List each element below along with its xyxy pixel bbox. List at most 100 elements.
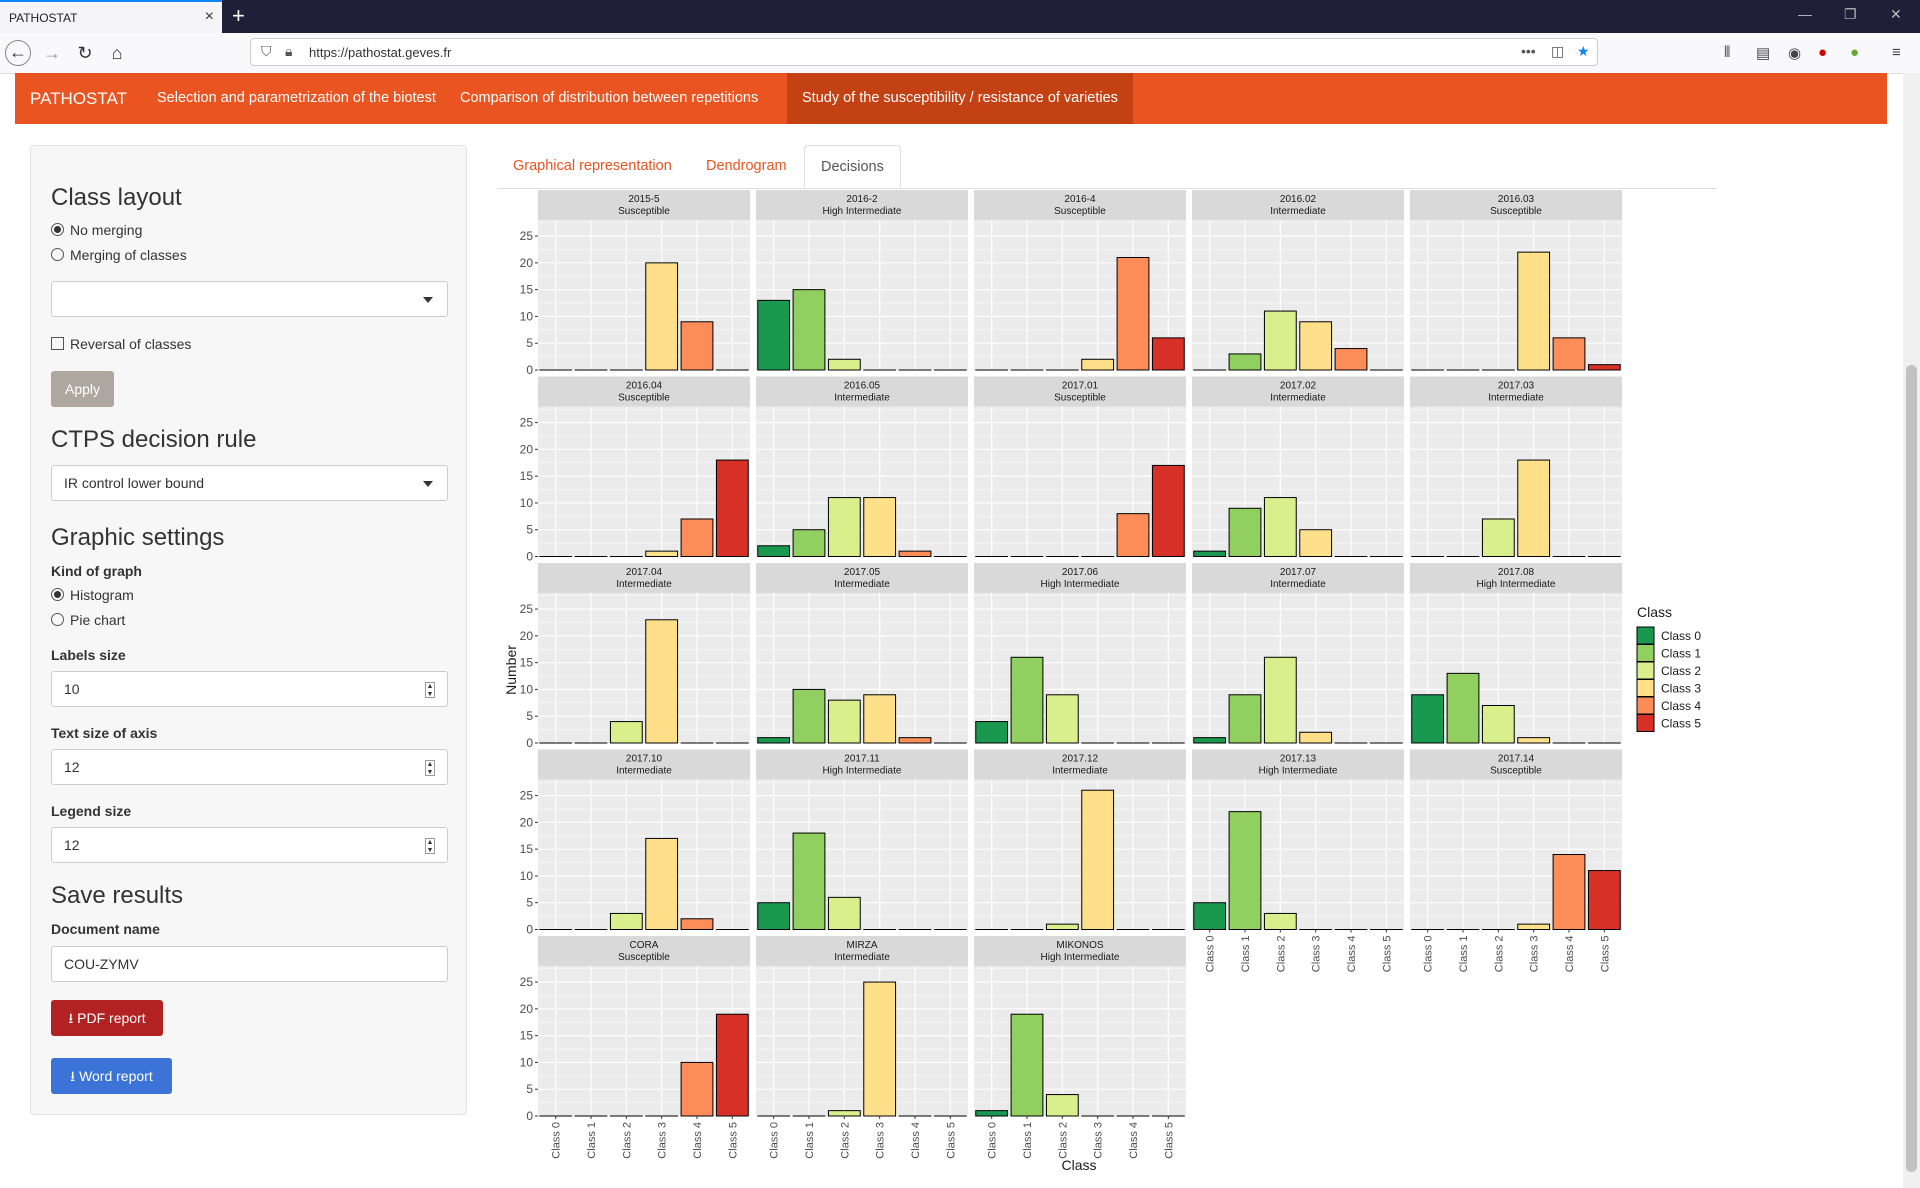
x-tick-label: Class 5 bbox=[1599, 936, 1611, 973]
stepper-icon[interactable]: ▲ ▼ bbox=[425, 682, 435, 698]
reload-icon[interactable]: ↻ bbox=[77, 43, 93, 63]
checkbox-icon[interactable] bbox=[51, 337, 64, 350]
y-tick-label: 5 bbox=[526, 896, 533, 910]
histogram-radio[interactable]: Histogram bbox=[51, 587, 134, 603]
facet-decision: Intermediate bbox=[1488, 393, 1544, 404]
panel-background bbox=[756, 220, 968, 370]
y-tick-label: 20 bbox=[520, 629, 534, 643]
pocket-icon[interactable]: ◫ bbox=[1551, 43, 1565, 59]
nav-study[interactable]: Study of the susceptibility / resistance… bbox=[787, 73, 1133, 124]
facet-title: 2017.05 bbox=[844, 567, 881, 578]
bar bbox=[975, 1110, 1009, 1117]
legend-label: Class 4 bbox=[1661, 699, 1701, 713]
panel-background bbox=[974, 406, 1186, 557]
x-tick-label: Class 3 bbox=[1529, 936, 1541, 973]
merging-radio[interactable]: Merging of classes bbox=[51, 247, 187, 263]
tab-dendrogram[interactable]: Dendrogram bbox=[706, 158, 787, 174]
document-name-input[interactable]: COU-ZYMV bbox=[51, 946, 448, 982]
stepper-icon[interactable]: ▲ ▼ bbox=[425, 838, 435, 854]
ctps-select[interactable]: IR control lower bound bbox=[51, 465, 448, 501]
nav-comparison[interactable]: Comparison of distribution between repet… bbox=[460, 90, 759, 106]
legend-label: Class 3 bbox=[1661, 682, 1701, 696]
more-icon[interactable]: ••• bbox=[1521, 43, 1536, 59]
word-report-button[interactable]: ⭳ Word report bbox=[51, 1058, 172, 1094]
radio-selected-icon[interactable] bbox=[51, 223, 64, 236]
bar bbox=[1552, 337, 1586, 371]
bookmark-star-icon[interactable]: ★ bbox=[1577, 43, 1590, 59]
close-tab-icon[interactable]: × bbox=[204, 8, 214, 25]
bar bbox=[975, 721, 1009, 744]
new-tab-icon[interactable]: + bbox=[232, 3, 245, 28]
stepper-icon[interactable]: ▲ ▼ bbox=[425, 760, 435, 776]
minimize-icon[interactable]: — bbox=[1798, 6, 1812, 22]
facet-decision: Susceptible bbox=[618, 952, 670, 963]
bar bbox=[1517, 251, 1551, 371]
y-tick-label: 0 bbox=[526, 736, 533, 750]
bar bbox=[898, 550, 932, 557]
y-tick-label: 20 bbox=[520, 815, 534, 829]
panel-background bbox=[538, 593, 750, 743]
library-icon[interactable]: ⫴ bbox=[1724, 44, 1731, 61]
pdf-report-button[interactable]: ⭳ PDF report bbox=[51, 1000, 163, 1036]
y-tick-label: 15 bbox=[520, 469, 534, 483]
forward-icon[interactable]: → bbox=[43, 43, 61, 63]
class-layout-title: Class layout bbox=[51, 184, 182, 211]
window-close-icon[interactable]: ✕ bbox=[1890, 6, 1902, 22]
tab-graphical-representation[interactable]: Graphical representation bbox=[513, 158, 672, 174]
facet-decision: High Intermediate bbox=[823, 206, 902, 217]
panel-background bbox=[538, 779, 750, 930]
shield-icon: ⛉ bbox=[261, 43, 272, 59]
app-brand[interactable]: PATHOSTAT bbox=[30, 89, 127, 108]
bar bbox=[863, 694, 897, 744]
x-tick-label: Class 5 bbox=[945, 1122, 957, 1159]
url-bar[interactable]: ⛉ 🔒︎ https://pathostat.geves.fr ••• ◫ ★ bbox=[250, 38, 1598, 66]
merging-label: Merging of classes bbox=[70, 247, 187, 263]
y-tick-label: 5 bbox=[526, 709, 533, 723]
radio-selected-icon[interactable] bbox=[51, 588, 64, 601]
facet-title: 2016.03 bbox=[1498, 194, 1535, 205]
home-icon[interactable]: ⌂ bbox=[111, 43, 123, 63]
menu-icon[interactable]: ≡ bbox=[1892, 44, 1901, 61]
bar bbox=[757, 902, 791, 931]
bar bbox=[1263, 497, 1297, 558]
ctps-select-value: IR control lower bound bbox=[64, 475, 205, 491]
facet-strip bbox=[1410, 376, 1622, 407]
back-icon[interactable]: ← bbox=[5, 40, 31, 66]
bar bbox=[1481, 518, 1515, 557]
browser-tab[interactable]: PATHOSTAT × bbox=[0, 0, 222, 33]
panel-background bbox=[538, 220, 750, 370]
facet-strip bbox=[538, 936, 750, 966]
y-tick-label: 25 bbox=[520, 602, 534, 616]
extension-icon[interactable]: ● bbox=[1850, 44, 1860, 61]
merging-select[interactable] bbox=[51, 281, 448, 317]
radio-icon[interactable] bbox=[51, 613, 64, 626]
x-tick-label: Class 2 bbox=[1057, 1122, 1069, 1159]
apply-button[interactable]: Apply bbox=[51, 371, 114, 407]
facet-strip bbox=[974, 376, 1186, 407]
pie-chart-radio[interactable]: Pie chart bbox=[51, 612, 125, 628]
panel-background bbox=[1192, 406, 1404, 557]
facet-decision: High Intermediate bbox=[1259, 766, 1338, 777]
x-tick-label: Class 0 bbox=[551, 1122, 563, 1159]
labels-size-input[interactable]: 10 ▲ ▼ bbox=[51, 671, 448, 707]
tab-decisions[interactable]: Decisions bbox=[804, 145, 901, 188]
sidebar-icon[interactable]: ▤ bbox=[1756, 45, 1771, 62]
adblock-icon[interactable]: ● bbox=[1818, 44, 1828, 61]
scrollbar-thumb[interactable] bbox=[1906, 365, 1917, 1172]
bar bbox=[1228, 353, 1262, 371]
no-merging-radio[interactable]: No merging bbox=[51, 222, 142, 238]
legend-size-input[interactable]: 12 ▲ ▼ bbox=[51, 827, 448, 863]
bar bbox=[863, 981, 897, 1117]
nav-selection[interactable]: Selection and parametrization of the bio… bbox=[157, 90, 436, 106]
bar bbox=[827, 497, 861, 558]
radio-icon[interactable] bbox=[51, 248, 64, 261]
axis-size-input[interactable]: 12 ▲ ▼ bbox=[51, 749, 448, 785]
restore-icon[interactable]: ❐ bbox=[1844, 6, 1857, 22]
bar bbox=[609, 721, 643, 744]
reversal-checkbox[interactable]: Reversal of classes bbox=[51, 336, 191, 352]
x-tick-label: Class 1 bbox=[1240, 936, 1252, 973]
account-icon[interactable]: ◉ bbox=[1788, 45, 1802, 62]
